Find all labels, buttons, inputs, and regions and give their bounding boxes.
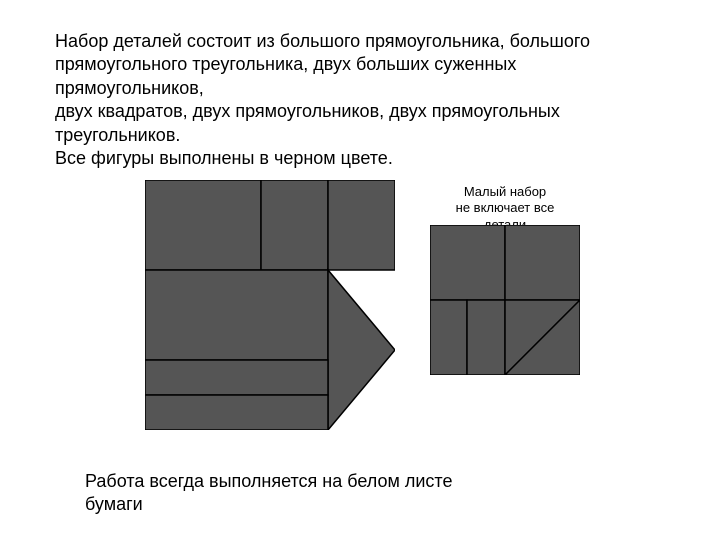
big-rect-top-right: [328, 180, 395, 270]
big-large-rect: [145, 270, 328, 360]
big-narrow-b: [145, 395, 328, 430]
small-label-line-2: не включает все: [430, 200, 580, 216]
intro-line-4: Все фигуры выполнены в черном цвете.: [55, 147, 615, 170]
small-shape-svg: [430, 225, 580, 375]
page: Набор деталей состоит из большого прямоу…: [0, 0, 720, 540]
intro-line-1: Набор деталей состоит из большого прямоу…: [55, 30, 615, 53]
small-rect-bm: [467, 300, 505, 375]
intro-line-3: двух квадратов, двух прямоугольников, дв…: [55, 100, 615, 147]
bottom-note: Работа всегда выполняется на белом листе…: [85, 470, 485, 517]
big-narrow-a: [145, 360, 328, 395]
big-shape-svg: [145, 180, 395, 430]
big-rect-top-mid: [261, 180, 328, 270]
small-rect-top-left: [430, 225, 505, 300]
small-shape-set: [430, 225, 580, 375]
intro-line-2: прямоугольного треугольника, двух больши…: [55, 53, 615, 100]
big-shape-set: [145, 180, 395, 430]
small-rect-bl: [430, 300, 467, 375]
big-rect-tall-left: [145, 180, 261, 270]
small-rect-top-right: [505, 225, 580, 300]
big-triangle: [328, 270, 395, 430]
small-label-line-1: Малый набор: [430, 184, 580, 200]
intro-text: Набор деталей состоит из большого прямоу…: [55, 30, 615, 170]
